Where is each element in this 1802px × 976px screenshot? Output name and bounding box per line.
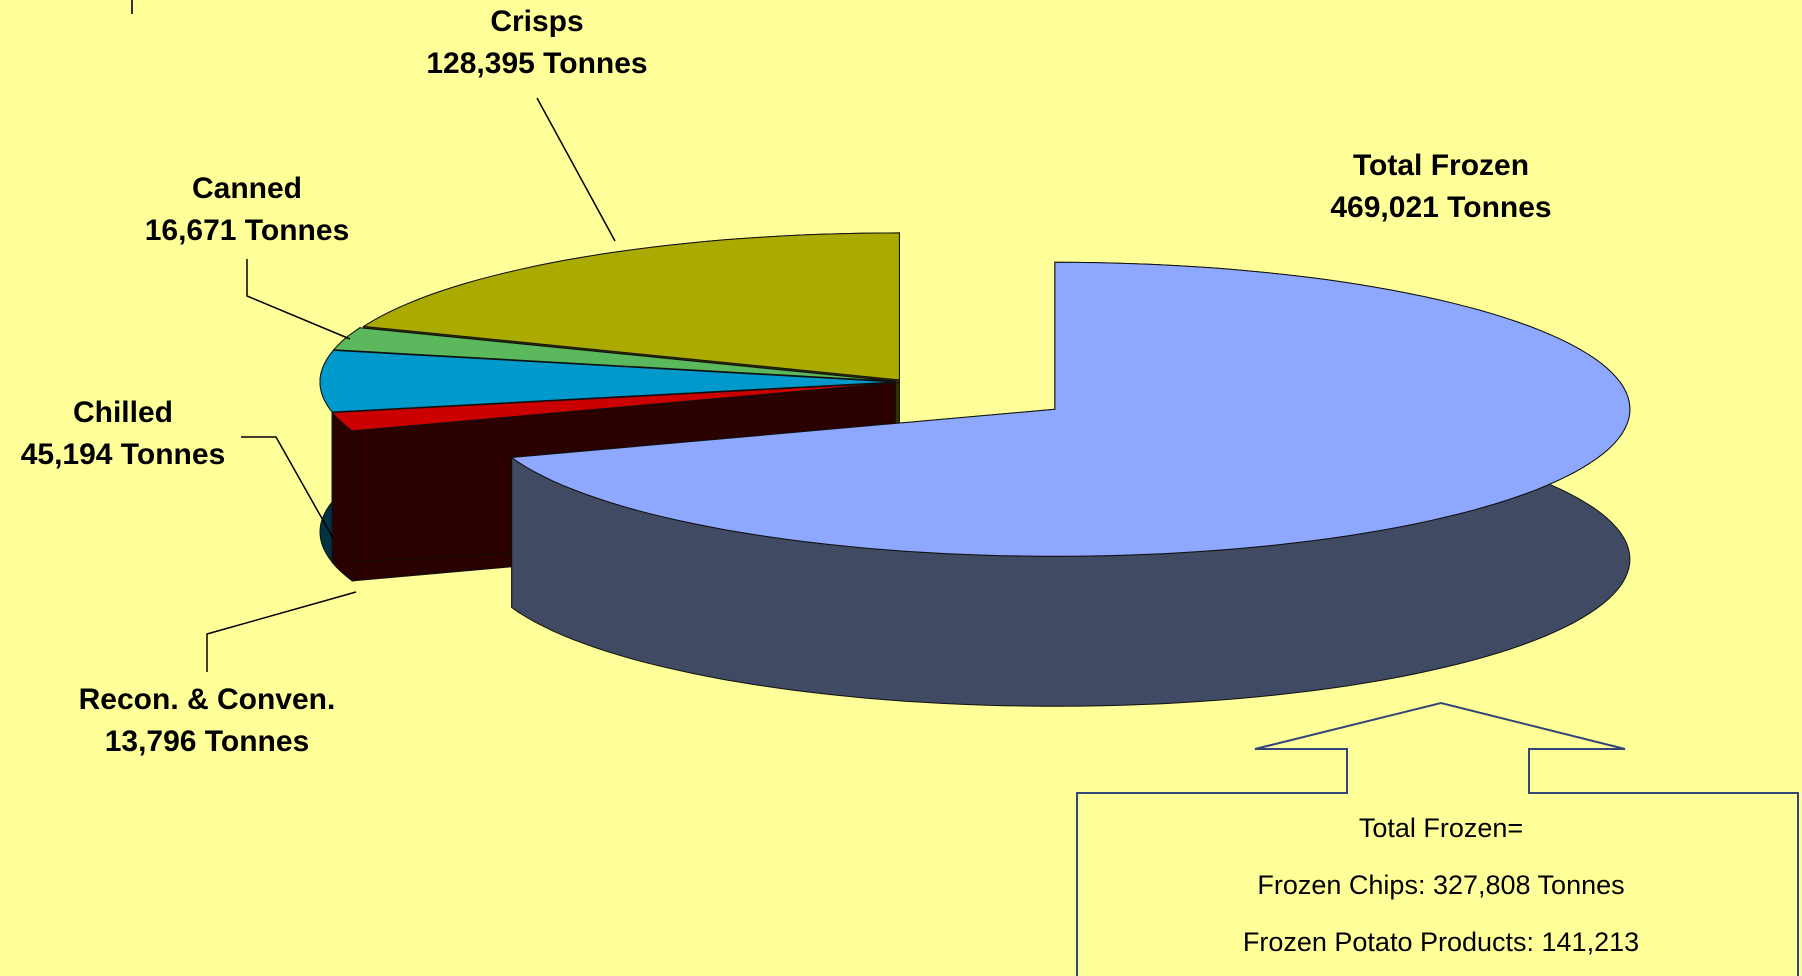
value-label: 13,796 Tonnes	[105, 725, 310, 758]
slice	[510, 261, 1631, 707]
slice-top	[319, 349, 896, 413]
slice-label: Recon. & Conven.	[79, 683, 336, 716]
value-label: 16,671 Tonnes	[145, 214, 350, 247]
value-label: 45,194 Tonnes	[21, 438, 226, 471]
slice-top	[332, 327, 896, 382]
value-label: 128,395 Tonnes	[426, 47, 647, 80]
leader-line	[241, 436, 334, 539]
slice-label: Chilled	[73, 396, 173, 429]
slice-outer-wall	[331, 411, 353, 582]
slice-label: Crisps	[490, 5, 583, 38]
callout-text: Total Frozen=	[1359, 813, 1523, 843]
value-label: 469,021 Tonnes	[1330, 191, 1551, 224]
leader-line	[206, 591, 357, 672]
callout-text: Frozen Potato Products: 141,213	[1243, 927, 1639, 957]
leader-line	[246, 259, 351, 340]
slice-label: Canned	[192, 172, 302, 205]
slice-top	[510, 261, 1631, 557]
leader-line	[536, 97, 616, 242]
callout-text: Frozen Chips: 327,808 Tonnes	[1257, 870, 1624, 900]
slice-top	[362, 232, 900, 381]
slice-top	[331, 382, 896, 432]
callout-box	[1076, 701, 1799, 976]
slice-label: Total Frozen	[1353, 149, 1529, 182]
